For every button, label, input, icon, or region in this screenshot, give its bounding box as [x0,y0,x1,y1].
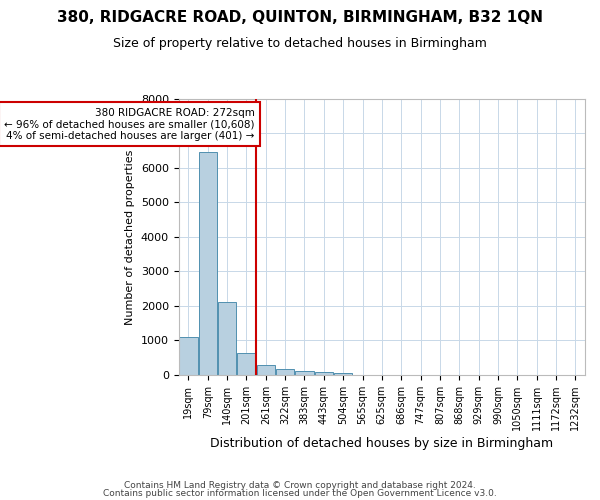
Bar [257,365,275,375]
Bar [218,302,236,375]
Text: 380 RIDGACRE ROAD: 272sqm
← 96% of detached houses are smaller (10,608)
4% of se: 380 RIDGACRE ROAD: 272sqm ← 96% of detac… [4,108,254,141]
Bar [276,370,295,375]
Bar [314,372,333,375]
Text: Size of property relative to detached houses in Birmingham: Size of property relative to detached ho… [113,38,487,51]
Text: Contains public sector information licensed under the Open Government Licence v3: Contains public sector information licen… [103,488,497,498]
Bar [179,337,197,375]
X-axis label: Distribution of detached houses by size in Birmingham: Distribution of detached houses by size … [210,437,553,450]
Bar [334,373,352,375]
Bar [199,152,217,375]
Bar [295,371,314,375]
Text: 380, RIDGACRE ROAD, QUINTON, BIRMINGHAM, B32 1QN: 380, RIDGACRE ROAD, QUINTON, BIRMINGHAM,… [57,10,543,25]
Text: Contains HM Land Registry data © Crown copyright and database right 2024.: Contains HM Land Registry data © Crown c… [124,481,476,490]
Y-axis label: Number of detached properties: Number of detached properties [125,149,135,324]
Bar [237,354,256,375]
